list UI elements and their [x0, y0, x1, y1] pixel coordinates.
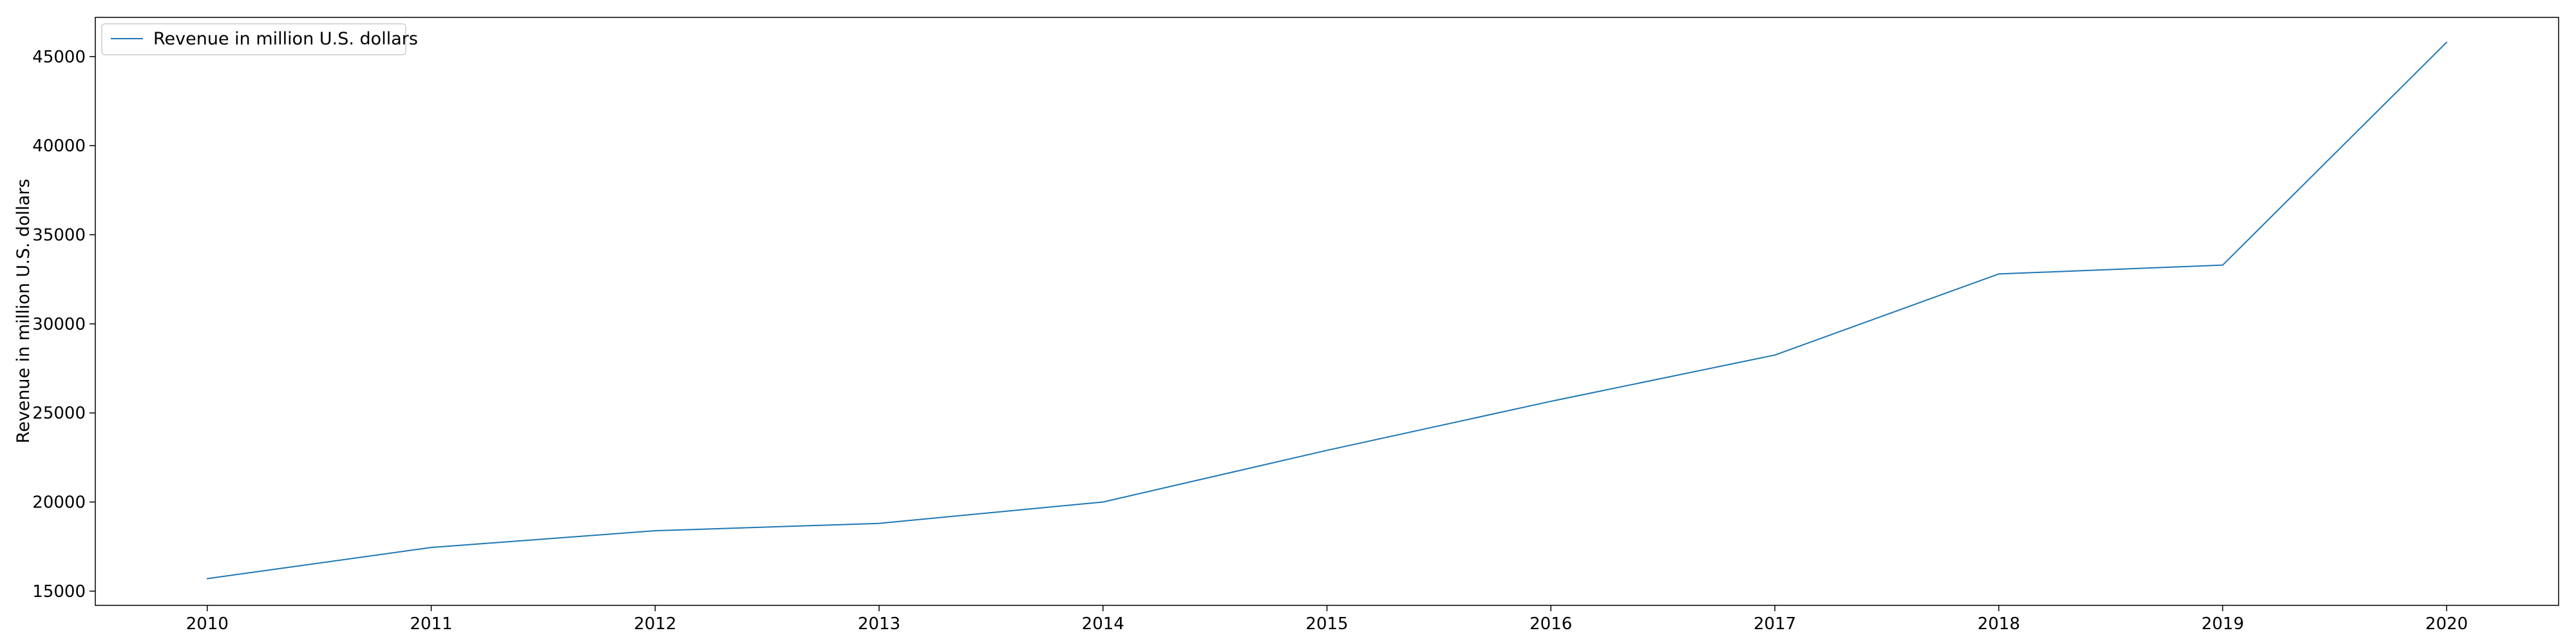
x-tick-label: 2020: [2425, 614, 2468, 634]
legend-box: [101, 23, 406, 55]
x-tick-label: 2016: [1530, 614, 1572, 634]
x-tick-label: 2013: [858, 614, 900, 634]
y-tick-label: 20000: [32, 493, 86, 513]
x-tick-label: 2014: [1082, 614, 1124, 634]
legend: Revenue in million U.S. dollars: [101, 23, 418, 55]
x-tick-label: 2010: [186, 614, 229, 634]
x-tick-label: 2012: [634, 614, 676, 634]
y-tick-label: 15000: [32, 582, 86, 601]
x-tick-label: 2015: [1305, 614, 1348, 634]
x-tick-label: 2017: [1754, 614, 1796, 634]
y-tick-label: 25000: [32, 404, 86, 423]
y-tick-label: 30000: [32, 315, 86, 334]
y-axis-title: Revenue in million U.S. dollars: [14, 179, 33, 444]
series-line: [206, 41, 2448, 580]
legend-series-label: Revenue in million U.S. dollars: [153, 29, 418, 49]
y-tick-label: 35000: [32, 226, 86, 245]
y-tick-label: 40000: [32, 137, 86, 156]
x-tick-label: 2019: [2201, 614, 2244, 634]
x-axis: 2010 2011 2012 2013 2014 2015 2016 2017 2018 2019…: [186, 605, 2468, 634]
series-layer: [206, 41, 2448, 580]
x-tick-label: 2018: [1978, 614, 2020, 634]
y-axis: 15000 20000 25000 30000 35000 40000 45000: [32, 48, 95, 601]
x-tick-label: 2011: [410, 614, 453, 634]
y-tick-label: 45000: [32, 48, 86, 67]
